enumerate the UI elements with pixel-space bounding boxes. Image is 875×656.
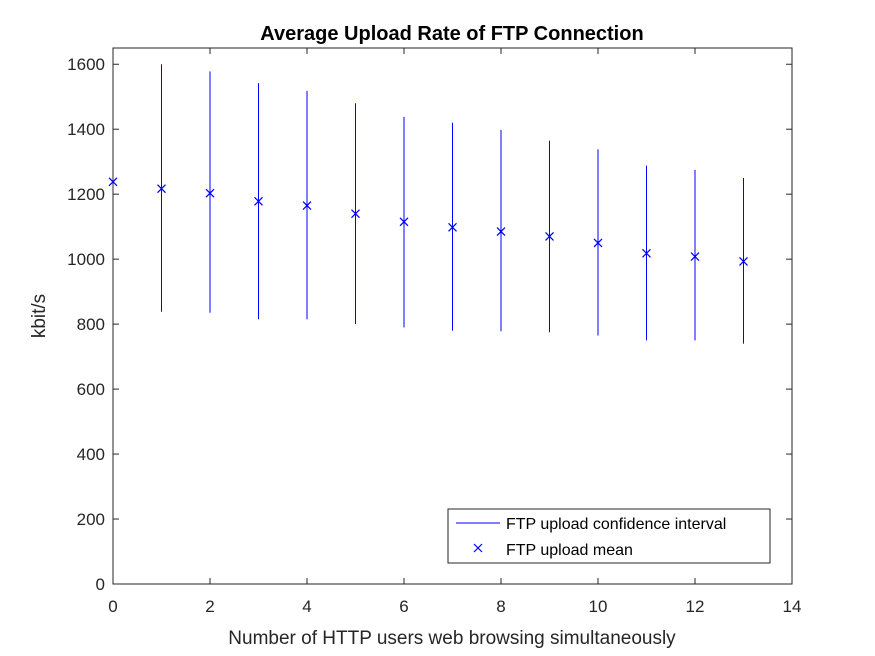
chart-title: Average Upload Rate of FTP Connection	[260, 23, 643, 45]
y-axis-label: kbit/s	[29, 294, 50, 338]
y-tick-label: 800	[77, 315, 105, 334]
y-tick-label: 600	[77, 380, 105, 399]
mean-marker	[739, 257, 748, 266]
mean-marker	[642, 248, 651, 258]
legend: FTP upload confidence interval FTP uploa…	[447, 508, 771, 564]
mean-marker	[205, 188, 215, 198]
mean-marker	[593, 238, 603, 248]
x-tick-label: 8	[496, 597, 505, 616]
mean-marker	[351, 209, 360, 219]
mean-marker	[690, 252, 700, 261]
axis-ticks: 0 2 4 6 8 10 12 14 0 200 400 600 800 1000 1200 1400 1600	[67, 48, 801, 616]
y-tick-label: 400	[77, 445, 105, 464]
mean-marker	[399, 217, 409, 227]
mean-marker	[108, 177, 118, 187]
x-tick-label: 4	[302, 597, 311, 616]
legend-x-marker-swatch	[473, 543, 483, 553]
legend-box	[447, 508, 771, 564]
x-tick-label: 12	[686, 597, 705, 616]
mean-marker	[157, 184, 166, 194]
data-marks	[108, 64, 748, 344]
legend-label-mean: FTP upload mean	[506, 542, 633, 559]
x-tick-label: 6	[399, 597, 408, 616]
x-tick-label: 10	[589, 597, 608, 616]
mean-marker	[254, 196, 263, 206]
y-tick-label: 1600	[67, 55, 105, 74]
y-tick-label: 1400	[67, 120, 105, 139]
x-tick-label: 14	[783, 597, 802, 616]
mean-marker	[448, 222, 457, 232]
mean-marker	[545, 231, 554, 241]
y-tick-label: 0	[96, 575, 105, 594]
x-tick-label: 0	[108, 597, 117, 616]
x-axis-label: Number of HTTP users web browsing simult…	[228, 628, 676, 649]
legend-label-confidence-interval: FTP upload confidence interval	[506, 516, 726, 533]
y-tick-label: 1000	[67, 250, 105, 269]
y-tick-label: 200	[77, 510, 105, 529]
x-tick-label: 2	[205, 597, 214, 616]
y-tick-label: 1200	[67, 185, 105, 204]
mean-marker	[496, 227, 506, 236]
mean-marker	[302, 201, 312, 210]
